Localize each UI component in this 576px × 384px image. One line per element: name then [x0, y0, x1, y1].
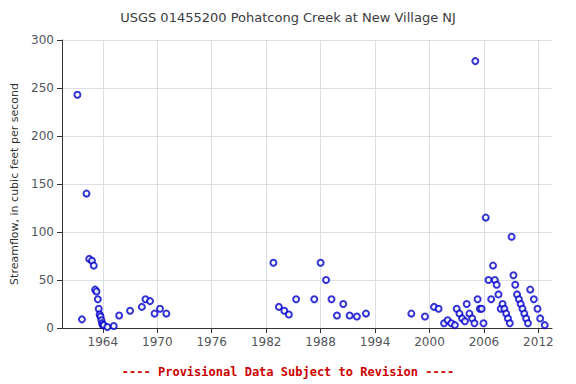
svg-text:100: 100 — [31, 225, 54, 239]
svg-text:250: 250 — [31, 81, 54, 95]
svg-text:0: 0 — [46, 321, 54, 335]
svg-text:1988: 1988 — [305, 335, 336, 349]
svg-text:200: 200 — [31, 129, 54, 143]
svg-text:300: 300 — [31, 33, 54, 47]
svg-text:50: 50 — [39, 273, 54, 287]
svg-text:---- Provisional Data Subject: ---- Provisional Data Subject to Revisio… — [122, 365, 454, 379]
svg-text:1994: 1994 — [360, 335, 391, 349]
svg-text:Streamflow, in cubic feet per: Streamflow, in cubic feet per second — [8, 83, 21, 285]
svg-text:2012: 2012 — [523, 335, 554, 349]
svg-text:2006: 2006 — [469, 335, 500, 349]
svg-text:2000: 2000 — [414, 335, 445, 349]
svg-text:1970: 1970 — [142, 335, 173, 349]
svg-text:1982: 1982 — [251, 335, 282, 349]
svg-text:1964: 1964 — [88, 335, 119, 349]
svg-text:150: 150 — [31, 177, 54, 191]
svg-text:1976: 1976 — [196, 335, 227, 349]
svg-text:USGS 01455200 Pohatcong Creek: USGS 01455200 Pohatcong Creek at New Vil… — [120, 10, 456, 25]
